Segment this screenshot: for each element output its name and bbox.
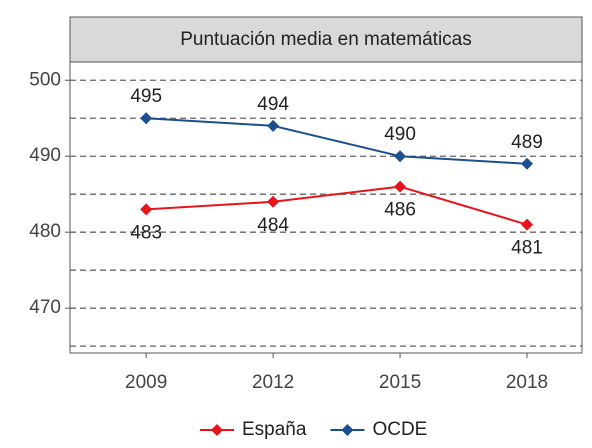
point — [140, 112, 153, 125]
legend-marker — [341, 424, 354, 436]
line-series — [146, 117, 528, 165]
panel — [69, 61, 583, 354]
legend-label: España — [242, 419, 307, 440]
legend-marker — [211, 424, 223, 436]
data-label: 490 — [384, 124, 416, 145]
point — [140, 203, 153, 216]
legend-item: España — [200, 419, 307, 440]
data-label: 486 — [384, 200, 416, 221]
y-tick-label: 470 — [29, 297, 61, 318]
y-tick-label: 490 — [29, 145, 61, 166]
point — [520, 157, 533, 170]
legend-item: OCDE — [330, 419, 427, 440]
chart-title: Puntuación media en matemáticas — [180, 29, 472, 50]
data-label: 494 — [257, 94, 289, 115]
data-label: 483 — [130, 222, 162, 243]
title-strip — [69, 16, 583, 63]
data-label: 495 — [130, 86, 162, 107]
legend-label: OCDE — [372, 419, 427, 440]
y-tick-label: 500 — [29, 69, 61, 90]
data-label: 489 — [511, 132, 543, 153]
x-tick-label: 2012 — [252, 372, 294, 393]
x-tick-label: 2009 — [125, 372, 167, 393]
point — [520, 218, 533, 231]
point — [394, 150, 407, 163]
line-series — [146, 185, 528, 226]
point — [267, 119, 280, 132]
x-tick-label: 2015 — [379, 372, 421, 393]
y-tick-label: 480 — [29, 221, 61, 242]
point — [267, 195, 280, 208]
data-label: 484 — [257, 215, 289, 236]
data-label: 481 — [511, 238, 543, 259]
point — [394, 180, 407, 193]
x-tick-label: 2018 — [506, 372, 548, 393]
